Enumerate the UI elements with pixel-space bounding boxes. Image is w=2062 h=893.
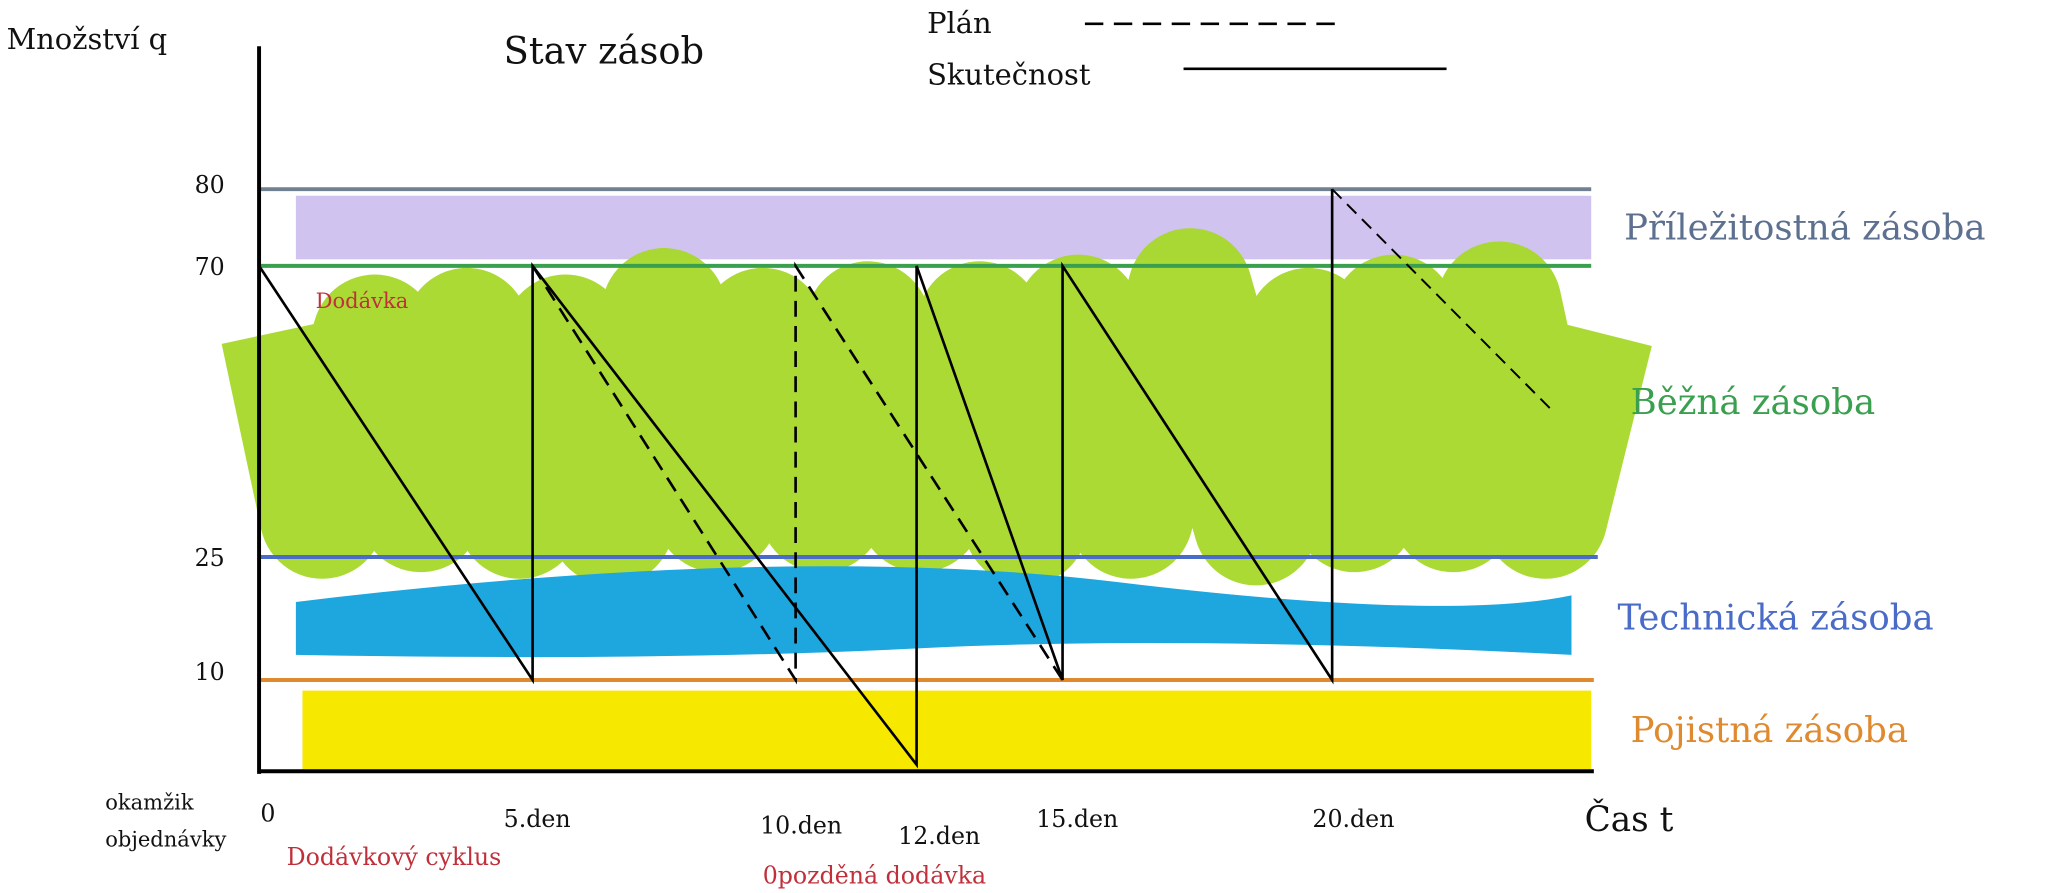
annotation: Dodávkový cyklus: [287, 843, 502, 871]
x-label: 0: [260, 799, 275, 827]
annotation: okamžik: [105, 790, 194, 815]
x-label: 5.den: [504, 805, 571, 833]
x-label: 12.den: [898, 822, 980, 850]
actual-line: [257, 189, 1334, 769]
title: Stav zásob: [504, 29, 704, 72]
x-label: 15.den: [1036, 805, 1118, 833]
y-label: 70: [195, 253, 225, 281]
zone-label: Příležitostná zásoba: [1624, 207, 1985, 248]
y-label: 10: [195, 658, 225, 686]
x-label: 10.den: [760, 811, 842, 839]
y-label: 80: [195, 171, 225, 199]
y-label: 25: [195, 544, 225, 572]
annotation: 0pozděná dodávka: [763, 862, 986, 890]
zone-label: Běžná zásoba: [1631, 382, 1875, 423]
opportunity-band: [295, 195, 1592, 260]
annotation: Dodávka: [316, 288, 409, 313]
legend-label: Plán: [927, 6, 992, 40]
x-axis-label: Čas t: [1585, 799, 1674, 840]
technical-band: [295, 566, 1572, 658]
plan-line: [1331, 188, 1553, 411]
y-axis-label: Množství q: [7, 22, 168, 56]
x-label: 20.den: [1312, 805, 1394, 833]
zone-label: Pojistná zásoba: [1631, 710, 1908, 751]
annotation: objednávky: [105, 827, 226, 852]
safety-band: [302, 690, 1592, 770]
zone-label: Technická zásoba: [1618, 598, 1934, 639]
regular-band: [221, 228, 1652, 586]
legend-label: Skutečnost: [927, 58, 1091, 92]
